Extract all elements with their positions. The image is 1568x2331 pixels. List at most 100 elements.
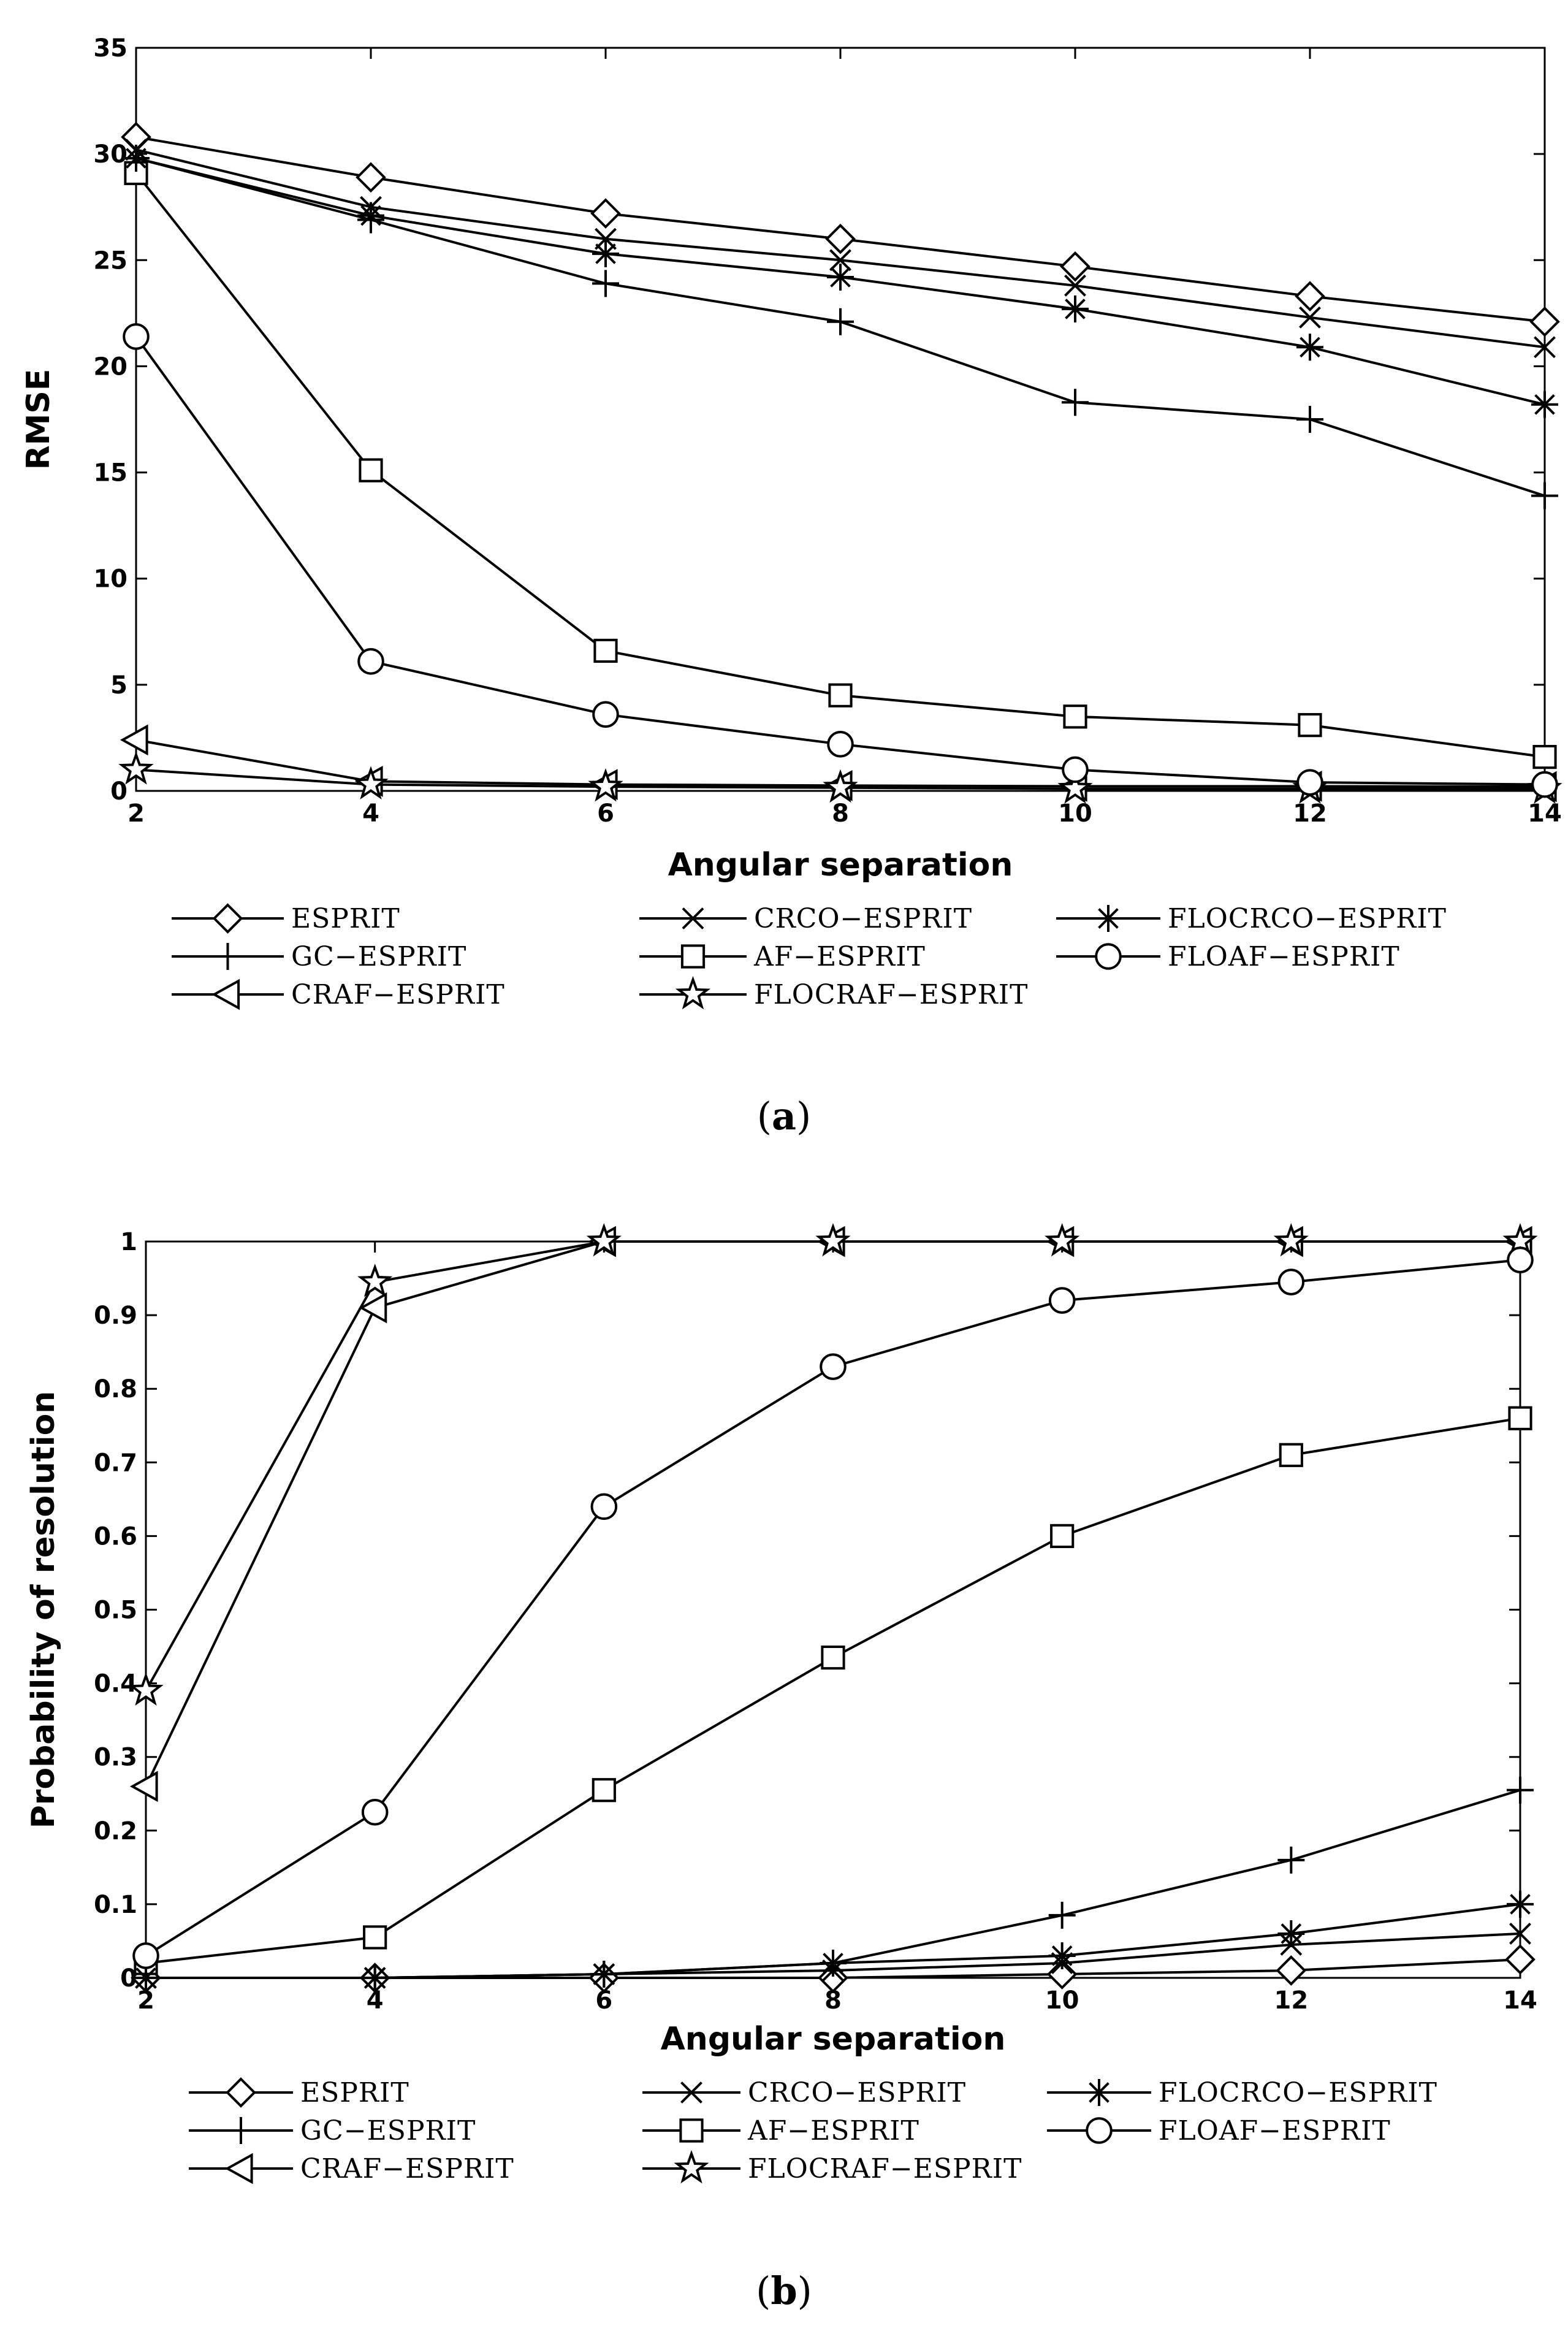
circle-marker [1531, 771, 1558, 798]
data-point [356, 162, 386, 193]
data-point [359, 458, 383, 483]
data-point [820, 1353, 847, 1380]
star-marker [128, 1672, 164, 1706]
data-point [1295, 281, 1325, 311]
data-point [1296, 769, 1323, 796]
star-marker [815, 1223, 851, 1257]
data-point [132, 1942, 159, 1969]
data-point [821, 1645, 845, 1670]
asterisk-marker [123, 145, 150, 172]
y-tick-label: 0 [110, 777, 127, 806]
circle-marker [357, 647, 384, 675]
y-tick-label: 20 [93, 353, 127, 381]
legend-entry-gc-esprit: GC−ESPRIT [189, 2115, 475, 2146]
x-tick-label: 12 [1274, 1986, 1308, 2015]
plus-marker [1062, 389, 1089, 416]
data-point [1057, 770, 1093, 804]
square-marker [593, 638, 618, 663]
circle-marker [1296, 769, 1323, 796]
data-point [357, 1264, 393, 1297]
circle-marker [1048, 1287, 1076, 1314]
legend-label: GC−ESPRIT [291, 941, 466, 972]
plus-marker [592, 270, 619, 297]
plus-marker [1296, 406, 1323, 433]
square-marker [1050, 1524, 1075, 1549]
square-marker [592, 1778, 616, 1803]
diamond-marker [590, 198, 621, 229]
square-marker [1532, 744, 1557, 769]
legend-marker [224, 2153, 253, 2184]
data-point [1276, 1955, 1307, 1986]
caption-letter: b [771, 2268, 797, 2313]
diamond-marker [1529, 306, 1560, 337]
diamond-marker [1060, 251, 1090, 282]
x-axis-label: Angular separation [668, 847, 1013, 883]
x-marker [1299, 306, 1321, 329]
x-tick-label: 4 [362, 799, 379, 828]
data-point [590, 198, 621, 229]
legend-label: FLOCRAF−ESPRIT [754, 979, 1029, 1010]
legend-label: ESPRIT [291, 903, 400, 934]
legend-entry-floaf-esprit: FLOAF−ESPRIT [1047, 2115, 1390, 2146]
data-point [829, 249, 851, 272]
legend-marker [226, 2077, 256, 2108]
data-point [132, 1964, 159, 1991]
plus-marker [1531, 482, 1558, 509]
y-tick-label: 0.3 [94, 1744, 137, 1772]
series-line [135, 335, 1545, 786]
data-point [1299, 306, 1321, 329]
plus-marker [827, 308, 854, 335]
plus-marker [1048, 1901, 1076, 1929]
data-point [1048, 1901, 1076, 1929]
legend-entry-esprit: ESPRIT [189, 2077, 409, 2108]
series-line [145, 1240, 1520, 1692]
y-tick-label: 30 [93, 140, 127, 169]
circle-marker [1507, 1246, 1534, 1273]
legend-marker [680, 944, 706, 969]
y-axis-label: RMSE [20, 369, 57, 470]
legend-entry-af-esprit: AF−ESPRIT [642, 2115, 919, 2146]
x-tick-label: 14 [1528, 799, 1562, 828]
data-point [359, 1292, 387, 1324]
star-marker [1057, 770, 1093, 804]
x-marker [680, 2081, 702, 2104]
data-point [590, 1493, 618, 1520]
series-floaf-esprit [123, 323, 1558, 798]
triangle-marker [359, 1292, 387, 1324]
data-point [1062, 295, 1089, 322]
square-marker [1279, 1443, 1303, 1467]
plus-marker [1277, 1846, 1305, 1874]
square-marker [363, 1925, 387, 1950]
series-flocraf-esprit [128, 1223, 1538, 1706]
data-point [353, 766, 389, 799]
triangle-marker [224, 2153, 253, 2184]
legend-marker [682, 907, 704, 929]
data-point [128, 1672, 164, 1706]
asterisk-marker [590, 1961, 618, 1988]
data-point [1531, 771, 1558, 798]
legend-marker [679, 2118, 704, 2143]
data-point [828, 683, 853, 708]
legend-label: CRAF−ESPRIT [291, 979, 505, 1010]
legend-marker [214, 943, 242, 970]
legend-entry-craf-esprit: CRAF−ESPRIT [172, 979, 505, 1010]
legend-entry-floaf-esprit: FLOAF−ESPRIT [1056, 941, 1399, 972]
legend-label: FLOCRAF−ESPRIT [748, 2153, 1022, 2184]
plus-marker [1507, 1776, 1534, 1804]
y-tick-label: 35 [93, 34, 127, 63]
circle-marker [592, 701, 619, 728]
diamond-marker [1505, 1944, 1536, 1975]
diamond-marker [356, 162, 386, 193]
legend-label: ESPRIT [300, 2077, 409, 2108]
series-flocraf-esprit [118, 751, 1562, 804]
figure-caption: (b) [756, 2268, 812, 2313]
circle-marker [1062, 756, 1089, 784]
star-marker [675, 975, 711, 1010]
plot-frame [135, 47, 1546, 792]
data-point [1507, 1776, 1534, 1804]
x-tick-label: 10 [1045, 1986, 1079, 2015]
circle-marker [590, 1493, 618, 1520]
plot-frame [145, 1240, 1521, 1979]
legend-entry-flocrco-esprit: FLOCRCO−ESPRIT [1047, 2077, 1437, 2108]
legend-marker [675, 975, 711, 1010]
